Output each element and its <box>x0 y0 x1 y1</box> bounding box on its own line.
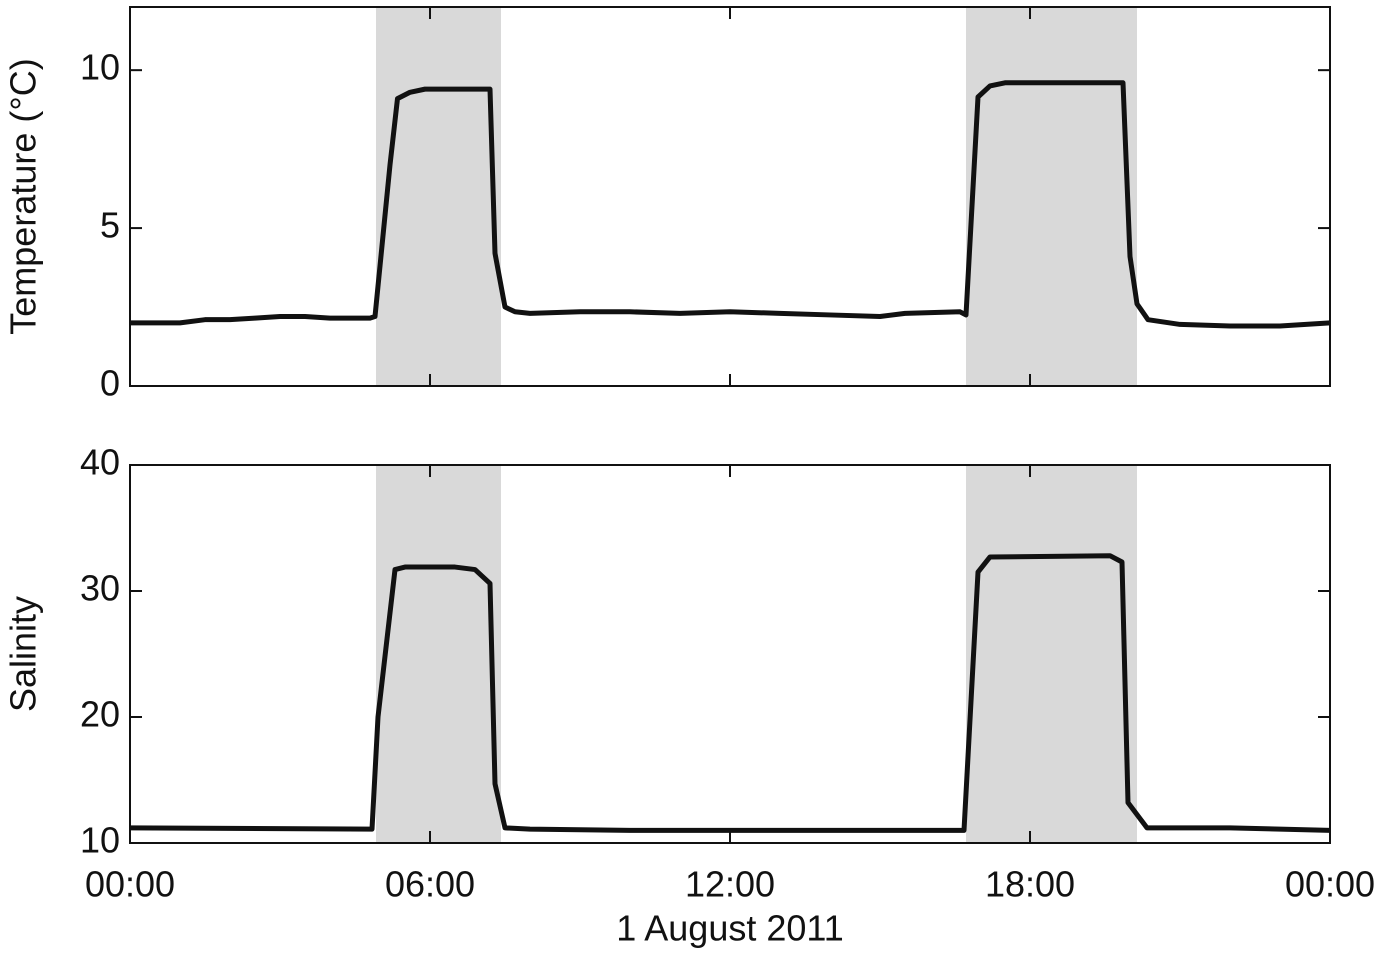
y-tick-label: 30 <box>80 568 120 609</box>
y-tick-label: 40 <box>80 442 120 483</box>
panel: 10 20 30 40 00:00 06:00 12:00 18:00 00:00 Salinit… <box>3 442 1376 949</box>
y-tick-label: 5 <box>100 205 120 246</box>
y-axis-label: Temperature (°C) <box>3 58 44 334</box>
x-tick-label: 12:00 <box>685 864 775 905</box>
y-tick-label: 10 <box>80 820 120 861</box>
plot-frame <box>129 464 1331 844</box>
shaded-region <box>376 7 501 386</box>
x-tick-label: 18:00 <box>985 864 1075 905</box>
x-tick-label: 00:00 <box>85 864 175 905</box>
panel: 0 5 10 Temperature (°C) <box>3 6 1331 404</box>
x-tick-label: 00:00 <box>1285 864 1375 905</box>
x-tick-label: 06:00 <box>385 864 475 905</box>
shaded-region <box>966 465 1137 843</box>
x-axis-label: 1 August 2011 <box>616 908 844 949</box>
y-tick-label: 10 <box>80 47 120 88</box>
shaded-region <box>966 7 1137 386</box>
plot-frame <box>129 6 1331 387</box>
y-tick-label: 0 <box>100 363 120 404</box>
y-axis-label: Salinity <box>3 596 44 712</box>
data-line <box>129 553 1331 833</box>
y-tick-label: 20 <box>80 694 120 735</box>
data-line <box>130 80 1331 329</box>
shaded-region <box>376 465 501 843</box>
